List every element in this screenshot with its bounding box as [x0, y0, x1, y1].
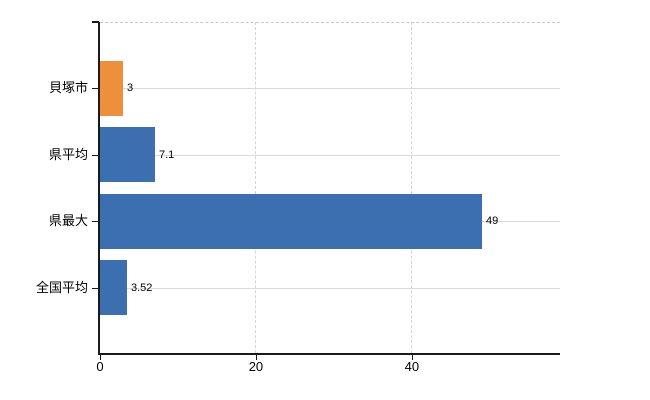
x-axis-line [98, 353, 560, 355]
category-label: 貝塚市 [48, 80, 88, 95]
category-axis-tick [92, 221, 99, 222]
category-label: 県最大 [48, 213, 88, 228]
category-gridline [100, 88, 560, 89]
bar-value-label: 7.1 [159, 149, 175, 161]
category-label: 県平均 [48, 147, 88, 162]
x-axis-tick [256, 355, 257, 360]
bar-value-label: 49 [486, 215, 499, 227]
x-tick-label: 20 [248, 359, 264, 374]
category-label: 全国平均 [35, 280, 88, 295]
category-axis-tick [92, 155, 99, 156]
x-tick-label: 40 [404, 359, 420, 374]
bar [100, 260, 127, 315]
bar [100, 127, 155, 182]
y-axis-end-tick [92, 21, 99, 23]
plot-top-border [100, 22, 560, 23]
bar [100, 194, 482, 249]
category-gridline [100, 155, 560, 156]
bar [100, 61, 123, 116]
x-axis-tick [100, 355, 101, 360]
vertical-gridline [411, 22, 413, 353]
category-gridline [100, 288, 560, 289]
bar-value-label: 3.52 [131, 282, 153, 294]
x-tick-label: 0 [96, 359, 104, 374]
category-axis-tick [92, 288, 99, 289]
vertical-gridline [255, 22, 257, 353]
x-axis-tick [412, 355, 413, 360]
category-axis-tick [92, 88, 99, 89]
y-axis-line [98, 22, 100, 355]
bar-value-label: 3 [127, 82, 134, 94]
